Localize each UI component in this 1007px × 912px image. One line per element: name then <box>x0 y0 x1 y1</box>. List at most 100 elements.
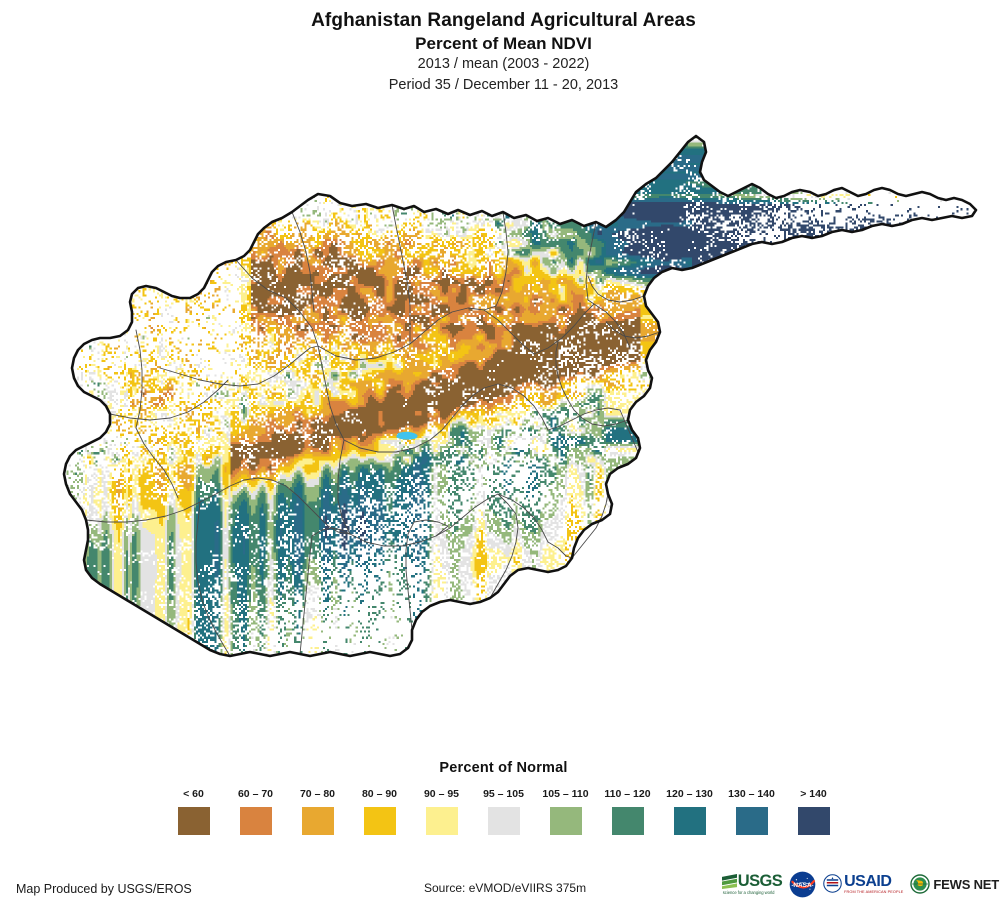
legend-item[interactable]: 95 – 105 <box>473 788 535 835</box>
mean-range-label: 2013 / mean (2003 - 2022) <box>417 56 590 72</box>
province-border <box>533 303 595 355</box>
province-border <box>285 485 351 535</box>
province-border <box>593 303 631 349</box>
legend-item-swatch <box>549 807 582 835</box>
legend-item-swatch <box>797 807 830 835</box>
ndvi-class-4 <box>64 136 976 656</box>
province-border <box>483 309 535 355</box>
province-border <box>555 341 569 401</box>
legend-item[interactable]: < 60 <box>163 788 225 835</box>
svg-text:NASA: NASA <box>794 882 813 889</box>
province-border <box>585 221 597 305</box>
province-border <box>497 383 549 431</box>
legend: Percent of Normal < 60 60 – 70 70 – 80 80 –… <box>0 758 1007 835</box>
legend-item-label: > 140 <box>800 788 827 800</box>
page-subtitle: Percent of Mean NDVI <box>415 34 592 53</box>
province-border <box>311 527 351 537</box>
province-border <box>317 343 411 361</box>
legend-item-label: 105 – 110 <box>542 788 589 800</box>
legend-item-label: 110 – 120 <box>604 788 651 800</box>
ndvi-raster-layer <box>64 136 976 656</box>
legend-item-swatch <box>673 807 706 835</box>
legend-item[interactable]: 70 – 80 <box>287 788 349 835</box>
province-border <box>497 493 549 543</box>
legend-item[interactable]: 110 – 120 <box>597 788 659 835</box>
nasa-logo[interactable]: NASA <box>789 871 816 898</box>
legend-item-swatch <box>611 807 644 835</box>
province-border <box>547 407 621 431</box>
legend-item-label: < 60 <box>183 788 204 800</box>
province-border <box>435 493 499 537</box>
province-border <box>85 501 201 523</box>
legend-item-swatch <box>301 807 334 835</box>
period-label: Period 35 / December 11 - 20, 2013 <box>388 77 619 93</box>
water-body <box>100 670 120 680</box>
usaid-logo-text: USAID <box>844 872 892 890</box>
legend-item-label: 70 – 80 <box>299 788 336 800</box>
legend-item-label: 90 – 95 <box>423 788 460 800</box>
fews-net-logo-text: FEWS NET <box>933 876 999 892</box>
map-canvas[interactable] <box>0 108 1007 753</box>
legend-item-label: 120 – 130 <box>666 788 713 800</box>
ndvi-class-1 <box>68 230 976 479</box>
data-source-label: Source: eVMOD/eVIIRS 375m <box>424 881 587 895</box>
ndvi-class-10 <box>325 148 976 551</box>
province-border <box>489 513 519 599</box>
usgs-logo-text: USGS <box>737 872 783 891</box>
province-border <box>497 493 517 515</box>
usaid-logo[interactable]: USAID FROM THE AMERICAN PEOPLE <box>823 872 904 895</box>
map-producer-label: Map Produced by USGS/EROS <box>16 882 192 896</box>
legend-item[interactable]: > 140 <box>783 788 845 835</box>
province-border <box>109 379 229 421</box>
afghanistan-map-svg[interactable] <box>0 108 1007 753</box>
map-title-block: Afghanistan Rangeland Agricultural Areas… <box>0 0 1007 96</box>
province-border <box>273 345 319 377</box>
footer: Map Produced by USGS/EROS Source: eVMOD/… <box>0 860 1007 912</box>
legend-item[interactable]: 80 – 90 <box>349 788 411 835</box>
province-border <box>409 307 485 345</box>
legend-item-swatch <box>177 807 210 835</box>
province-border <box>317 345 345 441</box>
legend-item-swatch <box>735 807 768 835</box>
province-border <box>571 493 609 559</box>
province-border <box>195 501 209 617</box>
legend-item-swatch <box>239 807 272 835</box>
legend-item-label: 95 – 105 <box>483 788 524 800</box>
usgs-logo-tagline: science for a changing world <box>722 889 775 895</box>
legend-item-swatch <box>425 807 458 835</box>
water-bodies-layer <box>96 431 418 688</box>
legend-items: < 60 60 – 70 70 – 80 80 – 90 90 – 95 95 – 105… <box>0 788 1007 835</box>
usgs-wave-icon <box>721 873 737 889</box>
water-body <box>158 662 169 670</box>
water-body <box>396 431 418 440</box>
province-border <box>135 329 143 429</box>
legend-title: Percent of Normal <box>439 760 568 776</box>
province-border <box>587 275 645 303</box>
province-border <box>405 521 415 631</box>
province-border <box>135 427 179 499</box>
water-body <box>96 659 186 688</box>
usaid-seal-icon <box>823 874 842 894</box>
legend-item[interactable]: 105 – 110 <box>535 788 597 835</box>
partner-logos: USGS science for a changing world NASA <box>721 870 999 898</box>
province-border <box>567 399 629 427</box>
province-border <box>605 321 661 339</box>
legend-item-label: 130 – 140 <box>728 788 775 800</box>
country-border <box>62 134 978 658</box>
ndvi-class-0 <box>142 243 976 475</box>
fews-net-logo[interactable]: FEWS NET <box>910 874 999 894</box>
province-border <box>483 211 509 311</box>
legend-item[interactable]: 130 – 140 <box>721 788 783 835</box>
usaid-logo-tagline: FROM THE AMERICAN PEOPLE <box>844 889 904 894</box>
usgs-logo[interactable]: USGS science for a changing world <box>721 872 783 895</box>
province-border <box>413 519 449 537</box>
legend-item[interactable]: 120 – 130 <box>659 788 721 835</box>
legend-item[interactable]: 90 – 95 <box>411 788 473 835</box>
province-border <box>207 615 231 657</box>
legend-item-label: 80 – 90 <box>361 788 398 800</box>
legend-item[interactable]: 60 – 70 <box>225 788 287 835</box>
province-border <box>299 535 313 655</box>
province-border <box>343 439 431 453</box>
province-border <box>349 533 437 547</box>
province-border <box>391 204 411 345</box>
